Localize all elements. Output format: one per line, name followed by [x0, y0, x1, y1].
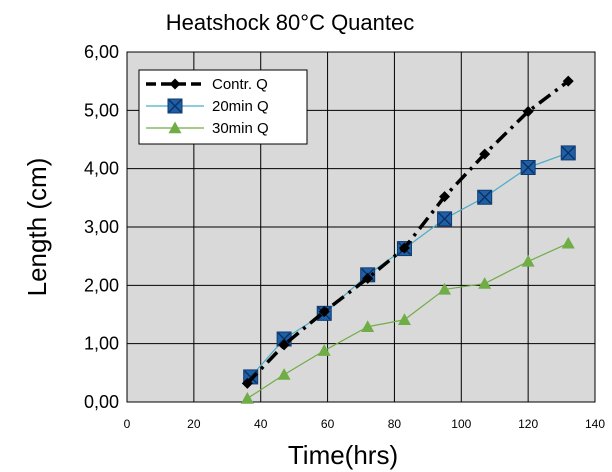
series-30min-q	[240, 236, 575, 404]
data-point	[521, 254, 535, 267]
x-tick-label: 0	[124, 417, 131, 431]
data-point	[437, 211, 453, 227]
data-point	[361, 320, 375, 332]
series-contr-q	[241, 75, 574, 389]
legend-label: Contr. Q	[212, 76, 268, 93]
data-point	[398, 242, 410, 254]
data-point	[439, 191, 451, 203]
data-point	[318, 306, 330, 318]
data-point	[277, 368, 291, 380]
y-tick-label: 4,00	[84, 159, 119, 179]
data-point	[397, 313, 411, 325]
data-point	[560, 145, 576, 161]
legend-entry-30min-q: 30min Q	[146, 120, 269, 137]
legend-marker	[168, 121, 182, 134]
legend-label: 20min Q	[212, 98, 269, 115]
x-tick-label: 120	[518, 417, 538, 431]
data-point	[278, 339, 290, 351]
x-tick-label: 80	[388, 417, 402, 431]
legend-label: 30min Q	[212, 120, 269, 137]
y-tick-label: 1,00	[84, 334, 119, 354]
x-tick-label: 140	[585, 417, 605, 431]
x-tick-label: 100	[451, 417, 471, 431]
legend-marker	[167, 98, 183, 114]
data-point	[478, 277, 492, 289]
x-tick-label: 20	[187, 417, 201, 431]
y-tick-label: 2,00	[84, 275, 119, 295]
chart-title: Heatshock 80°C Quantec	[166, 10, 415, 35]
x-axis-ticks: 0 20 40 60 80 100 120 140	[124, 417, 606, 431]
y-axis-ticks: 0,00 1,00 2,00 3,00 4,00 5,00 6,00	[84, 42, 119, 412]
data-point	[438, 282, 452, 295]
x-tick-label: 40	[254, 417, 268, 431]
y-axis-label: Length (cm)	[22, 158, 52, 297]
data-point	[477, 189, 493, 205]
y-tick-label: 5,00	[84, 100, 119, 120]
y-tick-label: 0,00	[84, 392, 119, 412]
y-tick-label: 6,00	[84, 42, 119, 62]
data-point	[317, 344, 331, 356]
data-point	[561, 236, 575, 249]
series-layer	[240, 75, 576, 404]
legend-entry-contr-q: Contr. Q	[146, 76, 268, 93]
data-point	[240, 392, 254, 404]
data-point	[562, 75, 574, 87]
data-point	[241, 377, 253, 389]
data-point	[522, 106, 534, 117]
data-point	[520, 160, 536, 175]
y-tick-label: 3,00	[84, 217, 119, 237]
x-axis-label: Time(hrs)	[288, 440, 398, 470]
data-point	[479, 148, 491, 160]
legend: Contr. Q 20min Q 30min Q	[138, 69, 308, 145]
legend-entry-20min-q: 20min Q	[146, 98, 269, 115]
legend-marker	[169, 78, 181, 90]
x-tick-label: 60	[321, 417, 335, 431]
data-point	[362, 272, 374, 284]
